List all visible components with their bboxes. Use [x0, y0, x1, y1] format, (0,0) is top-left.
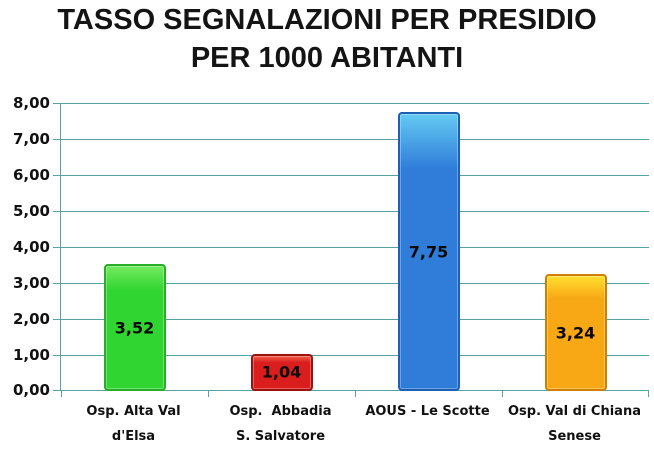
gridline [61, 390, 649, 391]
y-axis-tick [53, 390, 60, 391]
chart-title-line-2: PER 1000 ABITANTI [190, 42, 464, 74]
bar-green: 3,52 [103, 264, 166, 391]
x-axis-tick [61, 391, 62, 397]
y-axis-tick [53, 175, 60, 176]
bar-orange: 3,24 [544, 274, 607, 391]
x-axis-tick [355, 391, 356, 397]
bar-red: 1,04 [250, 353, 313, 391]
category-label-line: d'Elsa [111, 429, 156, 444]
chart-title-line-1: TASSO SEGNALAZIONI PER PRESIDIO [57, 4, 597, 36]
y-axis-tick [53, 139, 60, 140]
x-axis-tick [648, 391, 649, 397]
category-label-line: S. Salvatore [235, 429, 326, 444]
y-axis-tick [53, 319, 60, 320]
bar-value-label: 3,52 [114, 318, 155, 338]
y-axis-tick-label: 5,00 [12, 202, 50, 220]
y-axis-tick-label: 4,00 [12, 238, 50, 256]
category-label: Osp. Val di Chiana Senese [493, 399, 654, 449]
category-label: Osp. Abbadia S. Salvatore [199, 399, 363, 449]
y-axis-tick-label: 3,00 [12, 274, 50, 292]
y-axis-tick-label: 2,00 [12, 310, 50, 328]
gridline [61, 283, 649, 284]
x-axis-tick [502, 391, 503, 397]
bar-blue: 7,75 [397, 112, 460, 391]
x-axis-tick [208, 391, 209, 397]
gridline [61, 247, 649, 248]
category-label-line: Osp. Val di Chiana [507, 404, 641, 419]
category-label-line: AOUS - Le Scotte [365, 404, 490, 419]
bar-value-label: 7,75 [408, 242, 449, 261]
chart-title: TASSO SEGNALAZIONI PER PRESIDIO PER 1000… [0, 1, 654, 77]
category-label: Osp. Alta Val d'Elsa [52, 399, 216, 449]
gridline [61, 103, 649, 104]
gridline [61, 175, 649, 176]
y-axis-tick-label: 6,00 [12, 166, 50, 184]
gridline [61, 319, 649, 320]
plot-area: 3,52 1,04 7,75 3,24 [53, 103, 649, 397]
category-label: AOUS - Le Scotte [346, 399, 510, 424]
gridline [61, 355, 649, 356]
bar-value-label: 3,24 [555, 323, 596, 343]
x-axis: Osp. Alta Val d'Elsa Osp. Abbadia S. Salvat… [60, 399, 648, 455]
y-axis-tick [53, 103, 60, 104]
y-axis-tick [53, 355, 60, 356]
y-axis-tick [53, 211, 60, 212]
y-axis-tick-label: 8,00 [12, 94, 50, 112]
gridline [61, 211, 649, 212]
y-axis: 8,00 7,00 6,00 5,00 4,00 3,00 2,00 1,00 0,00 [0, 94, 50, 399]
y-axis-tick-label: 7,00 [12, 130, 50, 148]
bar-value-label: 1,04 [261, 362, 302, 382]
y-axis-tick-label: 1,00 [12, 346, 50, 364]
category-label-line: Osp. Abbadia [229, 404, 332, 419]
gridline [61, 139, 649, 140]
category-label-line: Senese [548, 429, 601, 444]
category-label-line: Osp. Alta Val [86, 404, 181, 419]
y-axis-tick [53, 247, 60, 248]
y-axis-tick [53, 283, 60, 284]
y-axis-tick-label: 0,00 [12, 381, 50, 399]
